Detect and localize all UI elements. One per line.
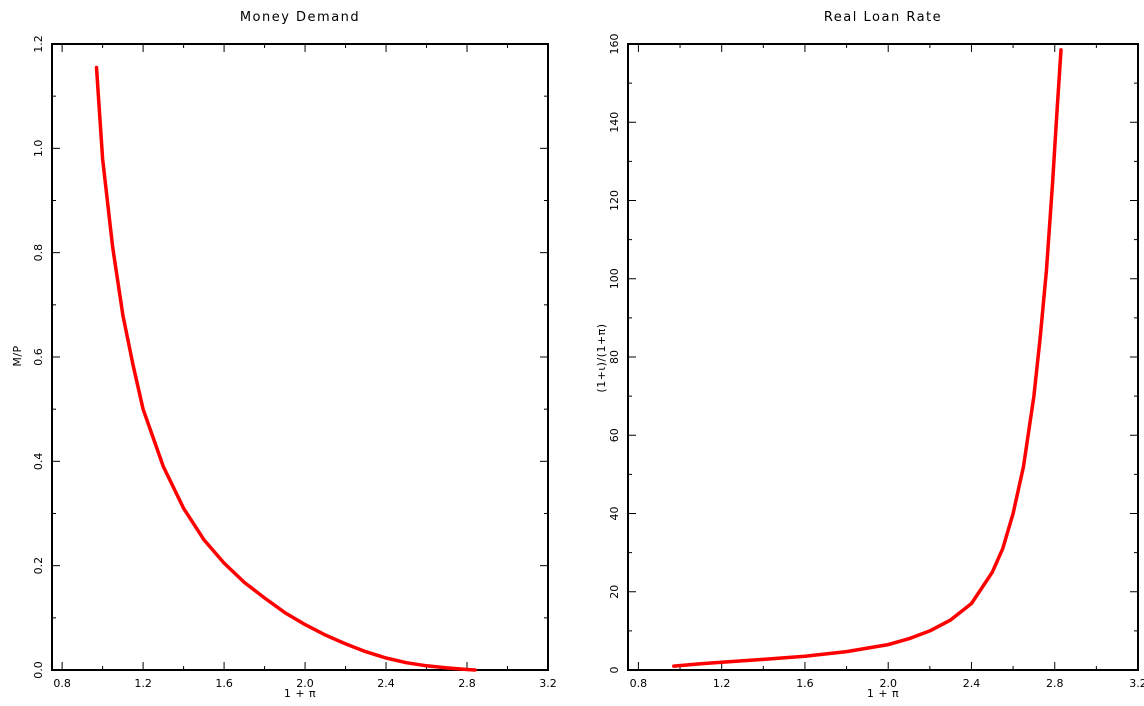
y-axis-label: (1+ι)/(1+π) <box>595 323 608 392</box>
y-tick-label: 40 <box>608 507 621 521</box>
plot-frame <box>51 43 549 671</box>
x-tick-label: 1.6 <box>796 677 814 690</box>
x-tick-label: 0.8 <box>53 677 71 690</box>
chart-panel-2: 0.8 1.2 1.6 2.0 2.4 2.8 3.2 0 20 40 60 80 100 120 140 1… <box>595 10 1144 700</box>
x-tick-label: 1.2 <box>134 677 152 690</box>
x-axis-label: 1 + π <box>867 687 899 700</box>
chart-title: Money Demand <box>240 10 360 25</box>
y-tick-label: 20 <box>608 585 621 599</box>
x-tick-label: 2.0 <box>879 677 897 690</box>
x-tick-label: 1.6 <box>215 677 233 690</box>
x-tick-label: 2.4 <box>963 677 981 690</box>
x-tick-label: 2.8 <box>1046 677 1064 690</box>
x-tick-label: 2.8 <box>458 677 476 690</box>
y-tick-label: 1.2 <box>32 35 45 53</box>
x-tick-label: 3.2 <box>539 677 557 690</box>
x-axis-label: 1 + π <box>284 687 316 700</box>
y-tick-label: 100 <box>608 268 621 289</box>
y-tick-label: 0 <box>608 667 621 674</box>
y-tick-label: 60 <box>608 428 621 442</box>
y-tick-label: 0.6 <box>32 348 45 366</box>
y-tick-label: 1.0 <box>32 140 45 158</box>
x-tick-label: 2.0 <box>296 677 314 690</box>
y-tick-label: 120 <box>608 190 621 211</box>
plot-frame <box>627 43 1139 671</box>
y-tick-label: 0.2 <box>32 557 45 575</box>
y-axis-label: M/P <box>11 345 24 366</box>
chart-title: Real Loan Rate <box>824 10 942 25</box>
y-tick-label: 0.4 <box>32 453 45 471</box>
y-tick-label: 0.8 <box>32 244 45 262</box>
x-tick-label: 2.4 <box>377 677 395 690</box>
x-tick-label: 3.2 <box>1129 677 1144 690</box>
series-line <box>672 48 1063 668</box>
x-tick-label: 0.8 <box>630 677 648 690</box>
chart-panel-1: 0.8 1.2 1.6 2.0 2.4 2.8 3.2 0.0 0.2 0.4 0.6 0.8 1.0 1… <box>11 10 557 700</box>
x-tick-label: 1.2 <box>713 677 731 690</box>
y-tick-label: 0.0 <box>32 661 45 679</box>
y-tick-label: 140 <box>608 112 621 133</box>
y-tick-label: 160 <box>608 34 621 55</box>
series-line <box>94 65 477 672</box>
y-tick-label: 80 <box>608 350 621 364</box>
